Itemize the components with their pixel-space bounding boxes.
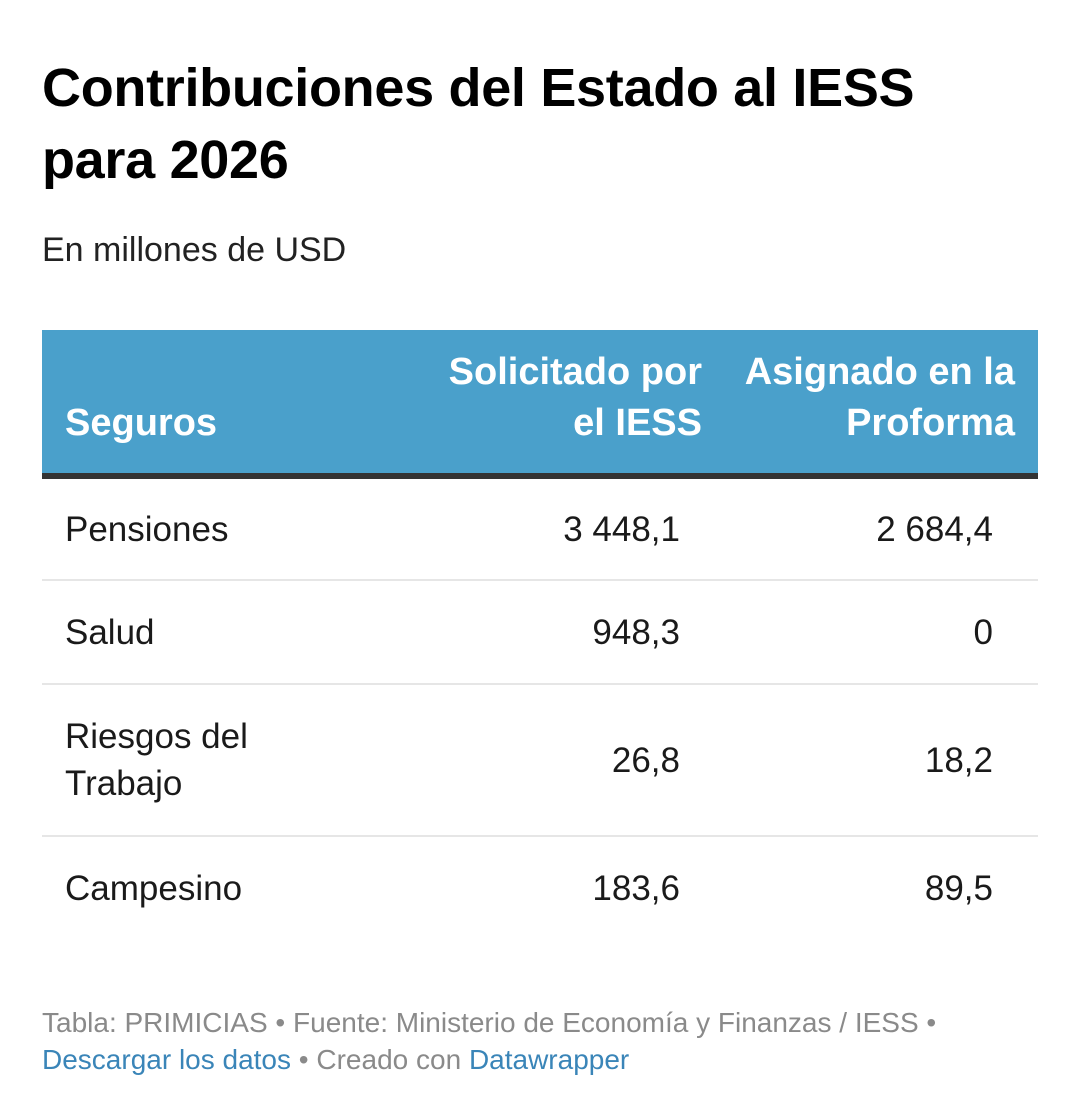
cell-solicitado: 948,3 (412, 580, 704, 685)
cell-asignado: 89,5 (924, 869, 993, 908)
table-row: Salud 948,3 0 (42, 580, 1038, 685)
chart-subtitle: En millones de USD (42, 231, 347, 269)
column-header-seguros[interactable]: Seguros (42, 330, 412, 479)
table-row: Campesino 183,6 89,5 (42, 836, 1038, 940)
cell-asignado: 0 (704, 580, 1038, 685)
column-header-solicitado[interactable]: Solicitado por el IESS (412, 330, 704, 479)
row-label: Riesgos del Trabajo (42, 684, 412, 837)
table-row: Pensiones 3 448,1 2 684,4 (42, 476, 1038, 581)
column-header-asignado[interactable]: Asignado en la Proforma (704, 330, 1038, 479)
separator: • (298, 1044, 309, 1075)
cell-solicitado: 183,6 (592, 869, 680, 908)
source-note: Fuente: Ministerio de Economía y Finanza… (293, 1007, 919, 1038)
data-table: Seguros Solicitado por el IESS Asignado … (42, 330, 1038, 940)
separator: • (926, 1007, 937, 1038)
download-data-link[interactable]: Descargar los datos (42, 1044, 292, 1075)
datawrapper-link[interactable]: Datawrapper (468, 1044, 630, 1075)
table-header-row: Seguros Solicitado por el IESS Asignado … (42, 330, 1038, 479)
separator: • (275, 1007, 286, 1038)
chart-title: Contribuciones del Estado al IESS para 2… (42, 58, 915, 190)
cell-solicitado: 26,8 (412, 684, 704, 837)
row-label: Salud (42, 580, 412, 685)
created-with-label: Creado con (316, 1044, 462, 1075)
table-row: Riesgos del Trabajo 26,8 18,2 (42, 684, 1038, 837)
cell-asignado: 18,2 (704, 684, 1038, 837)
cell-asignado: 2 684,4 (704, 476, 1038, 581)
row-label: Campesino (65, 869, 243, 908)
footer-notes: Tabla: PRIMICIAS • Fuente: Ministerio de… (42, 1004, 1038, 1078)
table-credit: Tabla: PRIMICIAS (42, 1007, 268, 1038)
row-label: Pensiones (42, 476, 412, 581)
cell-solicitado: 3 448,1 (412, 476, 704, 581)
